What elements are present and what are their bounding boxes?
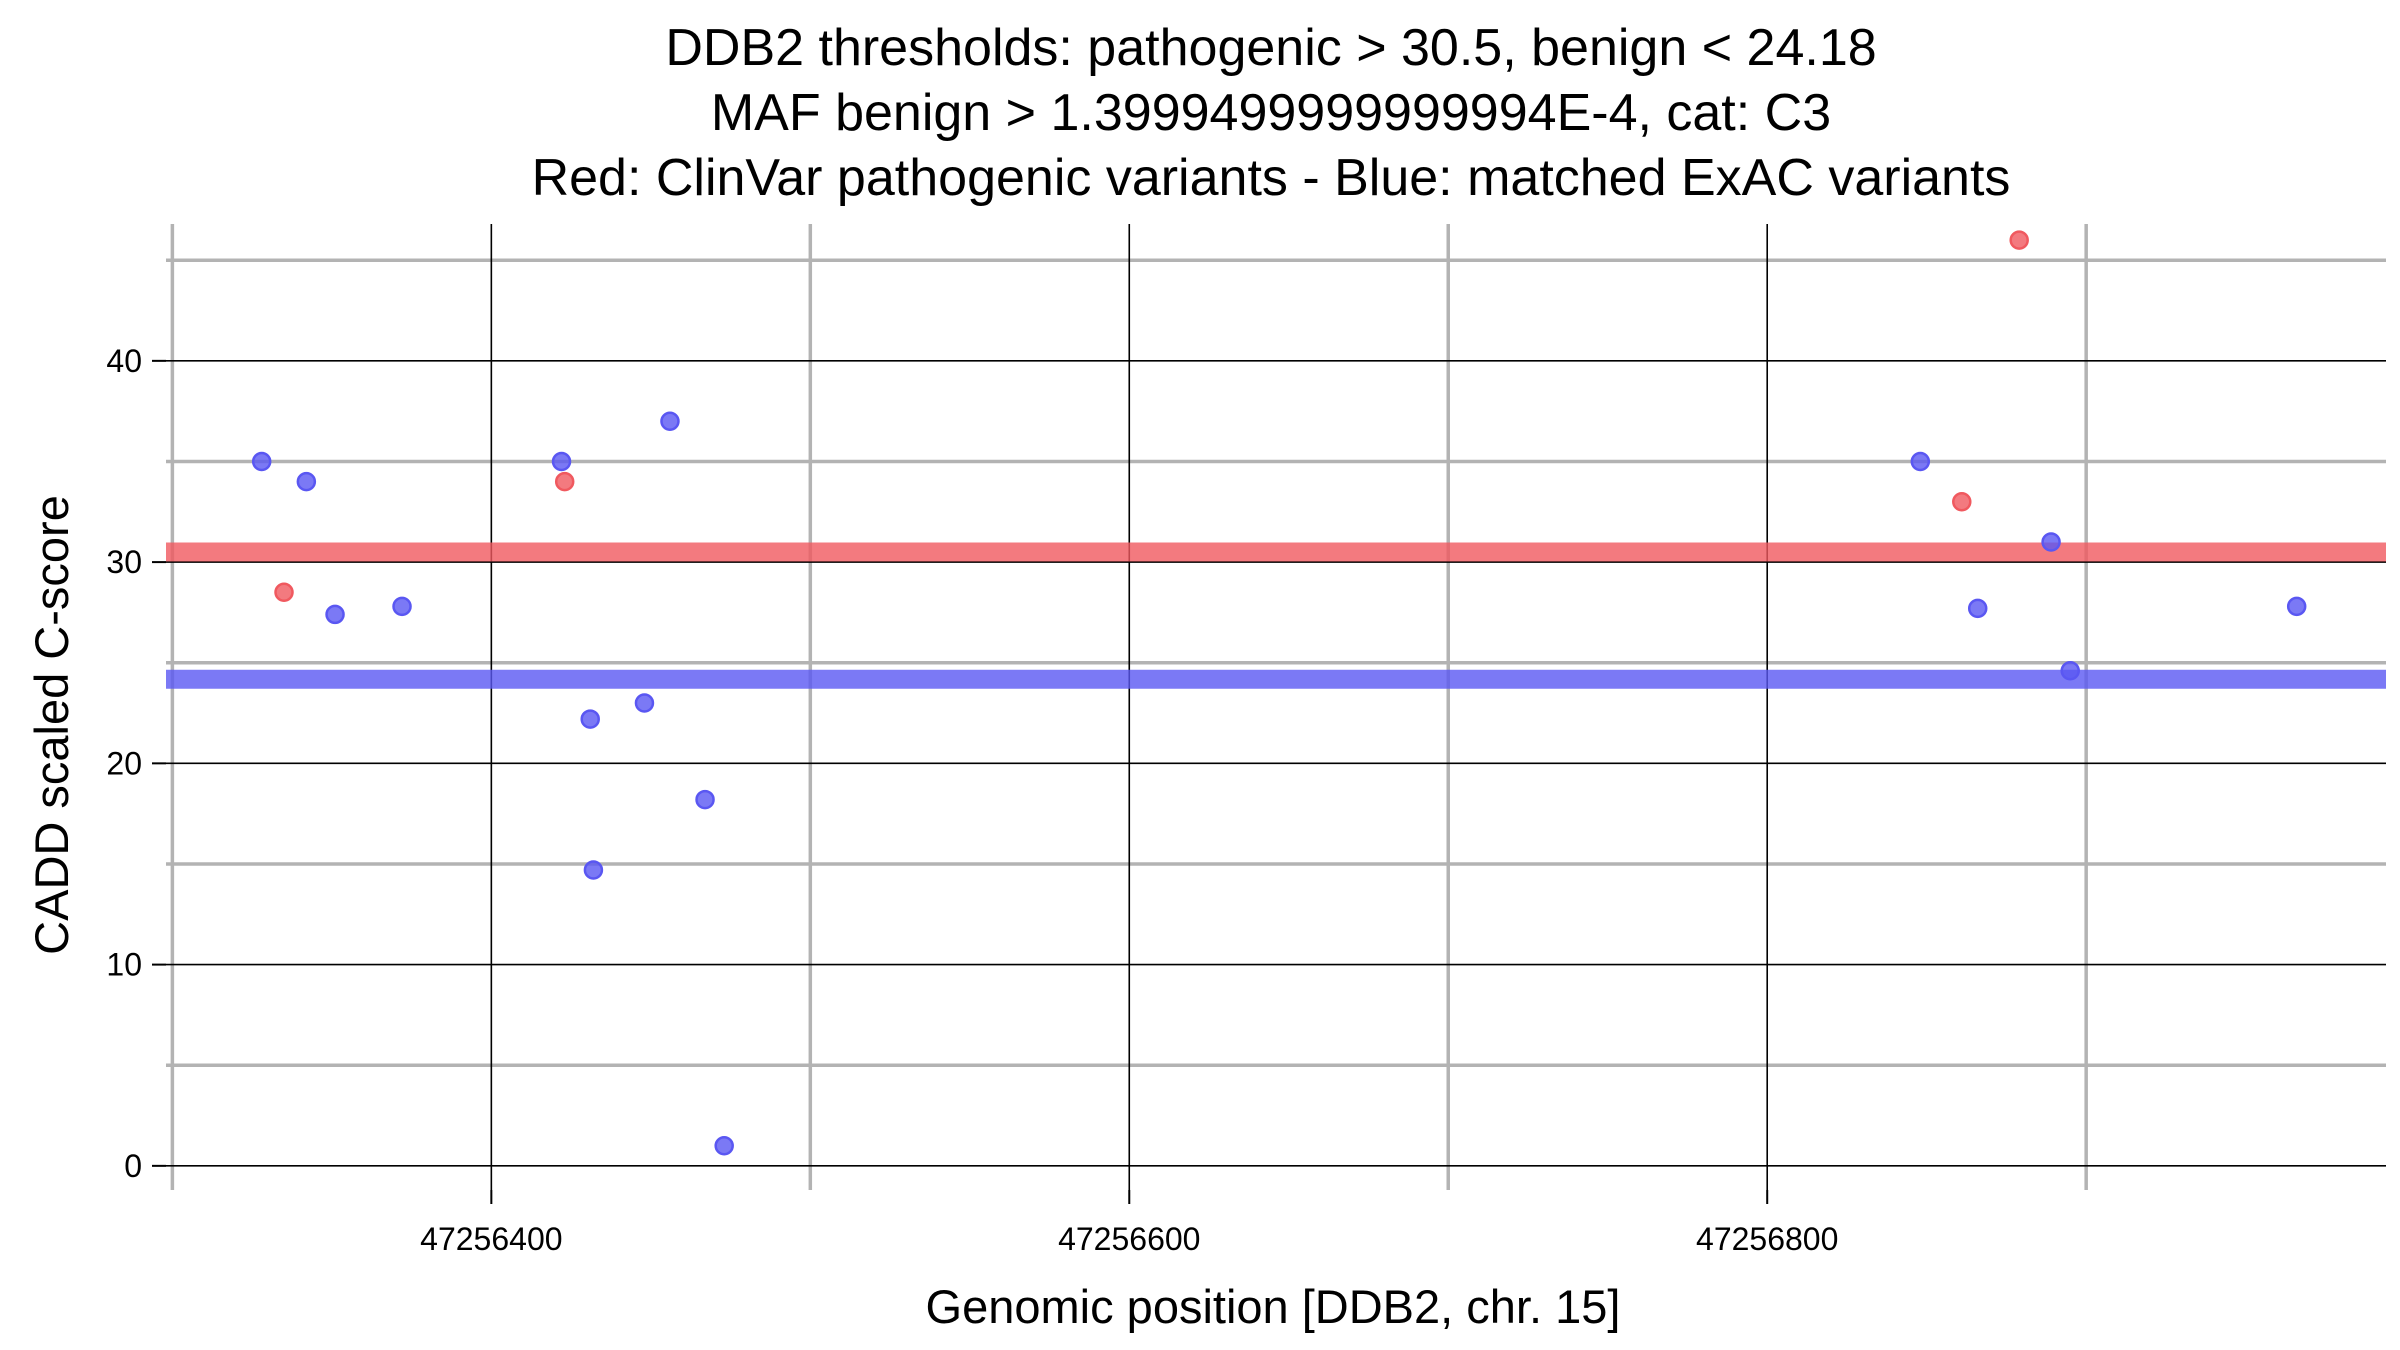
point-exac-matched: [2286, 596, 2307, 617]
axes: 0 10 20 30 40 47256400 47256600 47256800: [106, 343, 1838, 1257]
point-exac-matched: [714, 1135, 734, 1156]
point-exac-matched: [1967, 598, 1988, 619]
x-tick-label: 47256600: [1058, 1221, 1200, 1257]
x-tick-label: 47256800: [1696, 1221, 1838, 1257]
point-exac-matched: [551, 451, 572, 472]
y-tick-label: 40: [106, 343, 142, 379]
y-tick-label: 0: [124, 1148, 142, 1184]
chart-title-line-2: MAF benign > 1.3999499999999994E-4, cat:…: [711, 84, 1831, 142]
x-axis-title: Genomic position [DDB2, chr. 15]: [926, 1280, 1621, 1333]
chart-title-line-1: DDB2 thresholds: pathogenic > 30.5, beni…: [665, 19, 1876, 77]
point-exac-matched: [660, 411, 680, 431]
point-clinvar-pathogenic: [1952, 491, 1972, 512]
point-exac-matched: [392, 596, 412, 617]
threshold-lines: [166, 542, 2386, 689]
point-clinvar-pathogenic: [274, 582, 294, 603]
point-exac-matched: [634, 693, 655, 713]
point-exac-matched: [251, 451, 272, 472]
x-tick-label: 47256400: [420, 1221, 562, 1257]
grid-major: [166, 224, 2386, 1190]
point-exac-matched: [1910, 451, 1931, 472]
point-exac-matched: [2041, 532, 2061, 552]
point-clinvar-pathogenic: [2009, 230, 2029, 250]
point-exac-matched: [583, 860, 604, 880]
data-points: [251, 230, 2307, 1156]
point-clinvar-pathogenic: [554, 471, 575, 492]
y-axis-title: CADD scaled C-score: [25, 495, 78, 955]
chart-title-line-3: Red: ClinVar pathogenic variants - Blue:…: [532, 149, 2011, 207]
grid-minor: [166, 224, 2386, 1190]
y-tick-label: 10: [106, 947, 142, 983]
point-exac-matched: [580, 709, 600, 729]
point-exac-matched: [2060, 661, 2080, 681]
point-exac-matched: [296, 471, 317, 492]
point-exac-matched: [695, 789, 715, 810]
y-tick-label: 20: [106, 745, 142, 781]
y-tick-label: 30: [106, 544, 142, 580]
point-exac-matched: [325, 604, 345, 625]
